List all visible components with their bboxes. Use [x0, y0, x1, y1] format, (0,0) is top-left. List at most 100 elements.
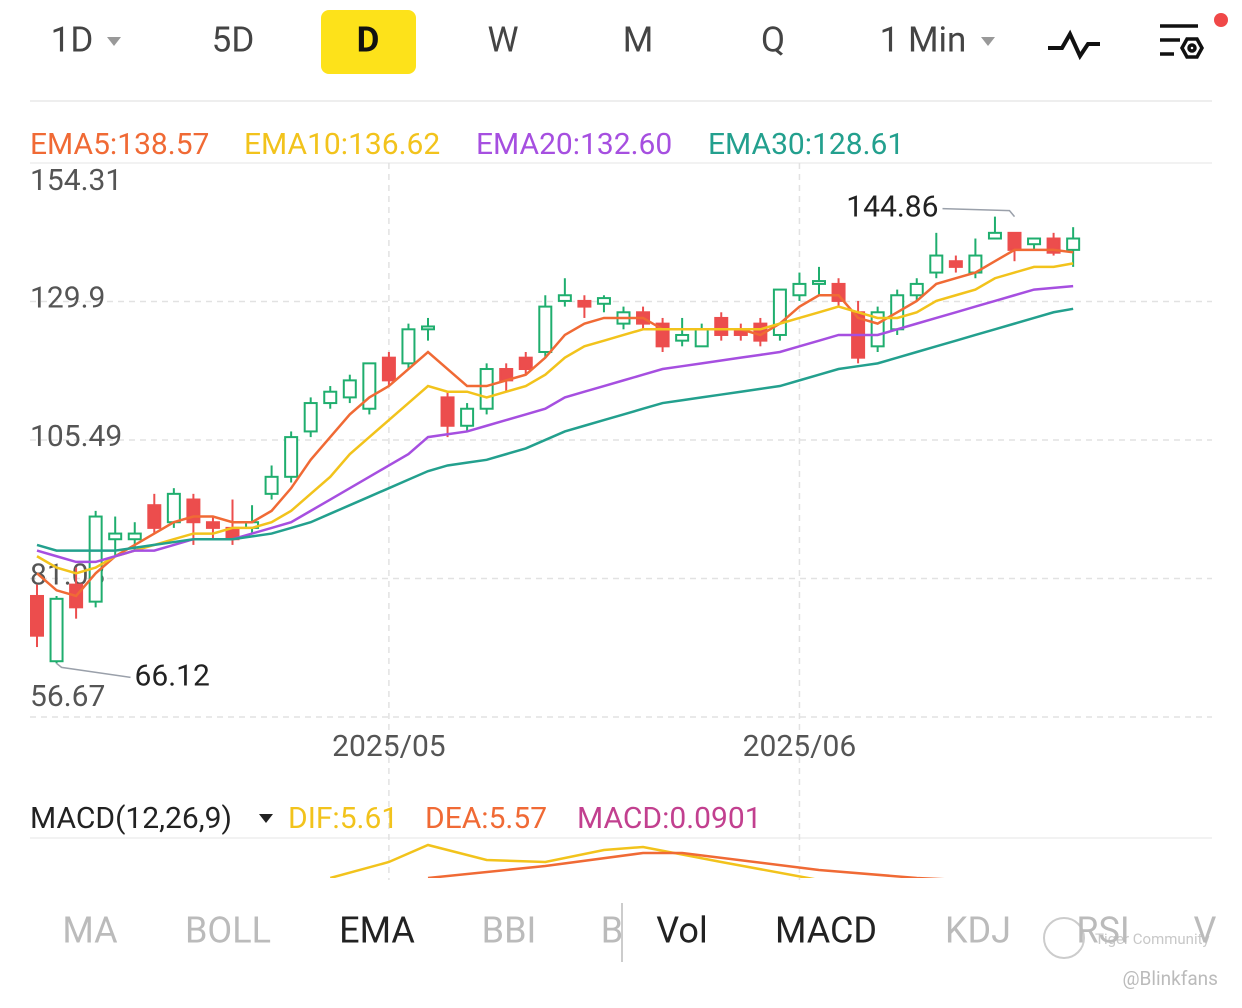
candle — [714, 312, 729, 341]
macd-legend: DEA:5.57 — [425, 801, 547, 836]
selected-tab-bg — [321, 10, 416, 74]
indicator-tab[interactable]: BOLL — [185, 910, 271, 952]
indicator-icon[interactable] — [1048, 29, 1100, 61]
candle-body — [987, 231, 1002, 240]
candle — [577, 295, 592, 318]
candle — [205, 516, 220, 540]
candle-body — [147, 504, 162, 529]
watermark-user: @Blinkfans — [1122, 967, 1218, 990]
candle — [1007, 231, 1022, 262]
candle-body — [518, 356, 533, 371]
candle-body — [88, 515, 103, 603]
wave-icon[interactable] — [1048, 29, 1100, 61]
candle-body — [323, 390, 338, 405]
annotation-label: 144.86 — [846, 190, 938, 225]
candle-body — [108, 532, 123, 541]
candle-body — [284, 436, 299, 478]
ema-line — [36, 307, 1074, 552]
watermark-logo — [1043, 917, 1085, 959]
candle — [870, 306, 885, 352]
candle-body — [166, 492, 181, 524]
indicator-tab[interactable]: RSI — [1076, 910, 1129, 952]
candle — [49, 595, 64, 664]
timeframe-tab[interactable]: W — [487, 19, 518, 60]
candle — [792, 272, 807, 301]
ema-line — [36, 248, 1074, 598]
candle-body — [1066, 237, 1081, 251]
candle — [381, 351, 396, 387]
candle — [929, 232, 944, 279]
watermark: Tiger Community — [1095, 930, 1210, 948]
settings-icon[interactable] — [1160, 24, 1205, 59]
candle — [460, 403, 475, 432]
timeframe-tab[interactable]: 1D — [51, 19, 94, 60]
candle-body — [401, 328, 416, 365]
candle — [596, 295, 611, 313]
candle-body — [714, 316, 729, 336]
candle-body — [303, 402, 318, 433]
macd-line — [427, 851, 945, 878]
notification-dot — [1214, 13, 1228, 27]
ema-legend: EMA30:128.61 — [708, 127, 904, 162]
dropdown-arrow — [981, 37, 995, 46]
y-tick-label: 154.31 — [30, 163, 122, 198]
candle — [479, 363, 494, 415]
candle-body — [421, 325, 435, 331]
dropdown-arrow — [259, 814, 273, 823]
macd-line — [329, 843, 816, 878]
x-tick-label: 2025/06 — [743, 729, 857, 764]
candle-body — [381, 356, 396, 382]
indicator-tab[interactable]: MACD — [775, 910, 877, 952]
annotation-line — [56, 662, 131, 679]
candle — [831, 278, 846, 307]
candle-body — [538, 305, 553, 353]
macd-plot — [329, 843, 945, 878]
candle — [264, 465, 279, 500]
macd-title: MACD(12,26,9) — [30, 801, 232, 836]
candle-body — [205, 521, 220, 529]
timeframe-tab[interactable]: Q — [761, 19, 785, 60]
candle-body — [460, 407, 475, 427]
ema-legend: EMA20:132.60 — [476, 127, 672, 162]
icon-hex — [1179, 37, 1205, 59]
candle — [323, 386, 338, 409]
y-tick-label: 56.67 — [30, 679, 105, 714]
candle — [342, 374, 357, 404]
candle — [812, 266, 826, 296]
candle — [303, 397, 318, 438]
candle-body — [909, 282, 924, 297]
candle — [987, 216, 1002, 240]
timeframe-tab[interactable]: D — [357, 19, 380, 60]
indicator-tab[interactable]: B — [601, 910, 623, 952]
indicator-tab[interactable]: MA — [62, 910, 118, 952]
timeframe-tab[interactable]: M — [623, 19, 654, 60]
icon-dot — [1187, 43, 1197, 53]
indicator-tab[interactable]: KDJ — [945, 910, 1011, 952]
candle — [30, 584, 44, 648]
candle — [1066, 227, 1081, 267]
indicator-tab[interactable]: V — [1194, 910, 1217, 952]
dropdown-arrow — [107, 37, 121, 46]
indicator-tab[interactable]: BBI — [482, 910, 537, 952]
annotation-line — [942, 207, 1016, 218]
candle — [147, 493, 162, 534]
candle — [655, 317, 670, 352]
macd-legend: DIF:5.61 — [288, 801, 398, 836]
candle-body — [557, 294, 572, 302]
candle-body — [948, 260, 963, 268]
timeframe-tab[interactable]: 5D — [212, 19, 255, 60]
indicator-tab[interactable]: Vol — [656, 910, 707, 952]
x-tick-label: 2025/05 — [332, 729, 446, 764]
candle-body — [831, 282, 846, 302]
candle-body — [812, 280, 826, 285]
candle-body — [577, 299, 592, 308]
timeframe-tab[interactable]: 1 Min — [880, 19, 967, 60]
candle-body — [792, 282, 807, 297]
indicator-tab[interactable]: EMA — [339, 910, 415, 952]
annotation-label: 66.12 — [135, 658, 210, 693]
candle-body — [342, 379, 357, 399]
candle-body — [1027, 237, 1042, 246]
candle-body — [440, 396, 455, 427]
